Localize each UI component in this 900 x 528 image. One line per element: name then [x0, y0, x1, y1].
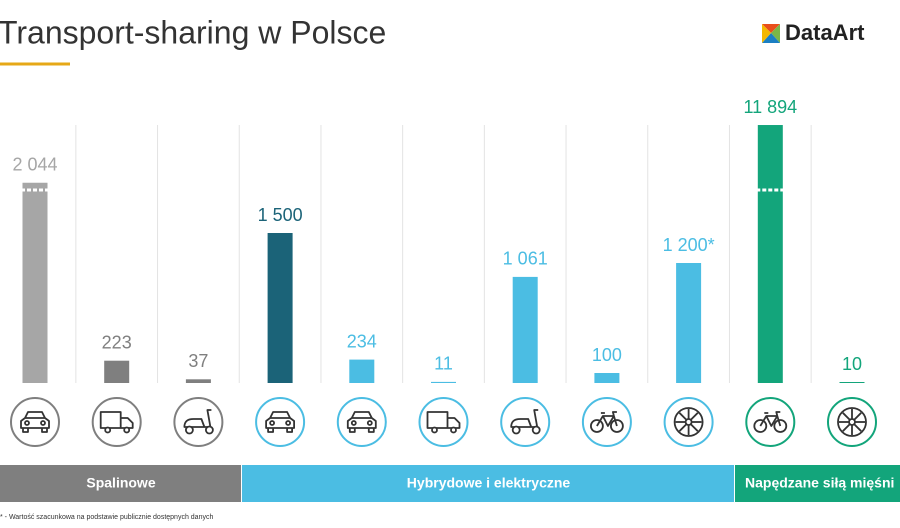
icon-scooter: [173, 397, 224, 447]
value-label: 1 200*: [663, 235, 715, 255]
value-label: 11 894: [743, 97, 797, 117]
footnote: * - Wartość szacunkowa na podstawie publ…: [0, 514, 213, 521]
icon-bike: [581, 397, 632, 447]
bar: [349, 359, 375, 383]
icon-circle: [663, 397, 714, 447]
icon-shape: [690, 412, 699, 421]
icon-bike: [745, 397, 796, 447]
icon-shape: [759, 411, 782, 427]
icon-shape: [366, 420, 373, 426]
icon-shape: [431, 426, 438, 434]
group-band: [0, 465, 241, 502]
icon-car: [336, 397, 387, 447]
bar: [22, 182, 48, 383]
icon-shape: [853, 423, 862, 432]
group-band: [735, 465, 900, 502]
value-label: 2 044: [12, 154, 57, 174]
icon-shape: [531, 425, 541, 435]
value-label: 1 061: [503, 249, 548, 269]
bar: [676, 263, 702, 383]
logo-text: DataArt: [785, 20, 865, 45]
icon-shape: [596, 411, 618, 427]
chart-title: Transport-sharing w Polsce: [0, 14, 386, 50]
bar: [431, 381, 456, 383]
group-band: [242, 465, 734, 502]
icon-shape: [837, 407, 867, 437]
icon-shape: [346, 411, 377, 429]
icon-shape: [610, 419, 624, 433]
bar: [512, 276, 538, 383]
icon-shape: [678, 412, 688, 421]
icon-circle: [91, 397, 142, 447]
icon-car: [10, 397, 60, 447]
icon-shape: [678, 423, 688, 432]
icon-shape: [285, 420, 292, 426]
icon-shape: [265, 411, 296, 429]
bar: [757, 125, 783, 384]
icon-circle: [173, 397, 224, 447]
icon-shape: [350, 420, 357, 426]
icon-shape: [104, 426, 112, 434]
icon-shape: [773, 419, 788, 433]
icon-shape: [267, 428, 294, 433]
icon-circle: [336, 397, 387, 447]
bar: [267, 233, 293, 383]
icon-shape: [853, 412, 862, 421]
icon-circle: [255, 397, 306, 447]
group-label: Hybrydowe i elektryczne: [407, 475, 571, 491]
icon-circle: [10, 397, 60, 447]
bar: [185, 379, 211, 383]
icon-shape: [842, 423, 851, 432]
icon-shape: [204, 425, 214, 435]
icon-circle: [500, 397, 551, 447]
value-label: 1 500: [258, 205, 303, 225]
icon-shape: [123, 426, 131, 434]
icon-scooter: [500, 397, 551, 447]
icon-circle: [418, 397, 469, 447]
value-label: 11: [434, 354, 453, 374]
icon-shape: [590, 419, 604, 433]
icon-shape: [511, 425, 521, 435]
icon-shape: [20, 411, 50, 429]
value-label: 37: [188, 351, 208, 371]
icon-wheel: [827, 397, 877, 447]
icon-shape: [22, 428, 48, 433]
logo-mark: [762, 24, 780, 43]
value-label: 223: [102, 332, 132, 352]
icon-shape: [450, 426, 457, 434]
icon-truck: [418, 397, 469, 447]
icon-shape: [24, 420, 30, 426]
icon-car: [255, 397, 306, 447]
icon-shape: [690, 423, 699, 432]
icon-shape: [842, 412, 851, 421]
group-label: Napędzane siłą mięśni: [745, 475, 894, 491]
icon-shape: [40, 420, 46, 426]
value-label: 10: [842, 354, 862, 374]
icon-shape: [348, 428, 375, 433]
icon-truck: [91, 397, 142, 447]
value-label: 234: [347, 331, 377, 351]
icon-shape: [753, 419, 768, 433]
icon-shape: [673, 407, 704, 437]
icon-circle: [827, 397, 877, 447]
icon-shape: [269, 420, 276, 426]
bar: [839, 382, 865, 383]
icon-shape: [184, 425, 194, 435]
icon-wheel: [663, 397, 714, 447]
value-label: 100: [592, 345, 622, 365]
bar: [104, 360, 130, 383]
bar: [594, 373, 620, 383]
group-label: Spalinowe: [86, 475, 155, 491]
